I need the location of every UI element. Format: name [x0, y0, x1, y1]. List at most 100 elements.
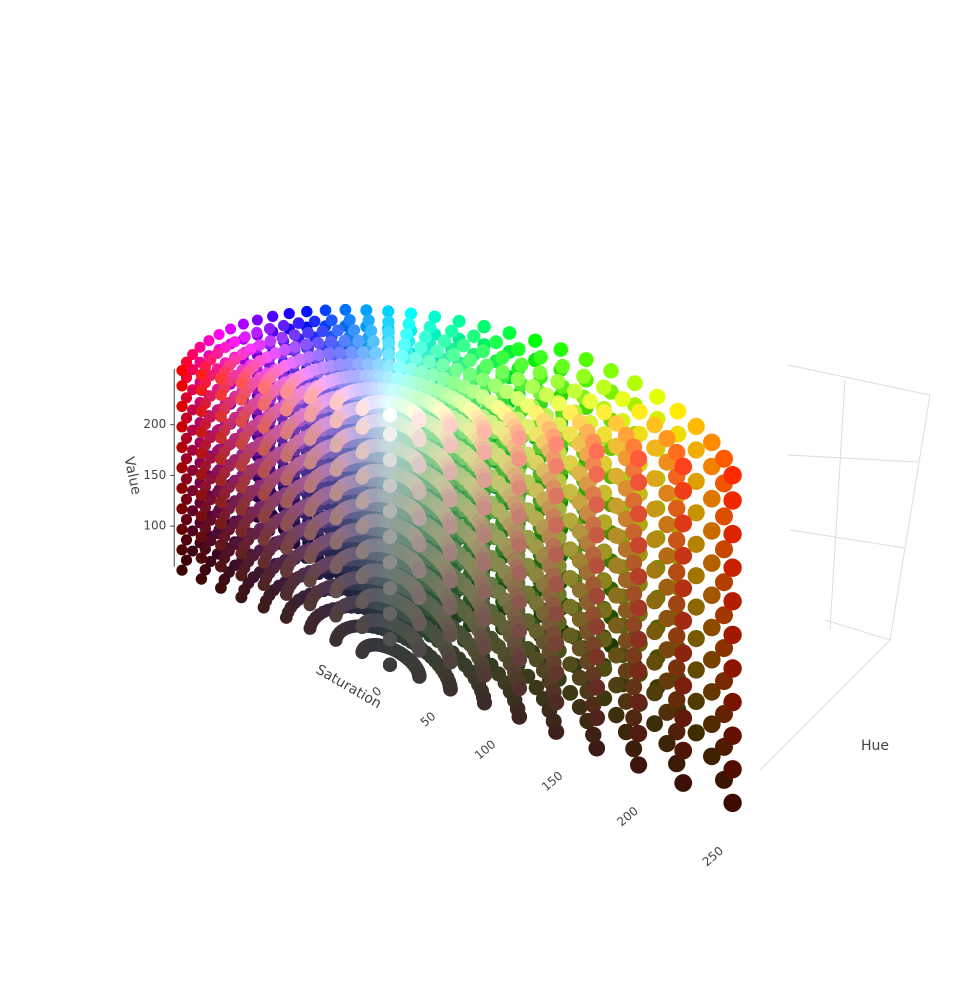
point — [215, 560, 227, 573]
point — [180, 432, 193, 444]
point — [409, 352, 423, 366]
point — [329, 560, 343, 575]
point — [280, 588, 293, 601]
point — [215, 432, 227, 444]
point — [404, 362, 418, 377]
point — [237, 318, 249, 330]
point — [548, 458, 565, 475]
point — [194, 341, 206, 353]
point — [425, 368, 440, 382]
point — [588, 739, 606, 757]
point — [382, 347, 396, 361]
point — [176, 380, 188, 392]
point — [176, 523, 188, 535]
point — [562, 426, 579, 443]
point — [668, 531, 686, 549]
point — [511, 623, 528, 639]
point — [548, 436, 565, 453]
x-tick-label: 150 — [539, 769, 566, 794]
point — [398, 338, 411, 352]
point — [467, 329, 481, 343]
point — [687, 661, 705, 679]
point — [257, 443, 270, 456]
point — [687, 472, 705, 490]
point — [215, 410, 227, 423]
point — [412, 485, 427, 500]
point — [235, 377, 248, 390]
point — [443, 654, 458, 670]
point — [538, 387, 555, 403]
point — [352, 357, 365, 371]
point — [367, 335, 380, 348]
point — [312, 349, 325, 362]
point — [668, 563, 686, 581]
point — [251, 326, 263, 339]
point — [608, 415, 625, 432]
point — [382, 359, 396, 373]
point — [588, 496, 606, 513]
point — [219, 341, 231, 353]
point — [550, 374, 566, 389]
point — [280, 496, 293, 509]
point — [257, 556, 270, 569]
point — [625, 616, 643, 634]
point — [369, 346, 383, 360]
point — [325, 314, 338, 327]
point — [674, 546, 693, 565]
point — [630, 450, 648, 468]
point — [187, 384, 199, 396]
point — [412, 413, 427, 428]
point — [383, 478, 397, 493]
point — [668, 723, 686, 741]
point — [215, 453, 227, 466]
point — [674, 457, 693, 476]
point — [195, 489, 208, 501]
point — [703, 715, 721, 733]
point — [608, 706, 625, 724]
point — [303, 551, 317, 564]
point — [382, 315, 395, 329]
point — [180, 473, 193, 485]
point — [355, 620, 370, 635]
point — [443, 627, 458, 643]
point — [195, 468, 208, 480]
point — [608, 647, 625, 664]
point — [303, 503, 317, 517]
point — [476, 472, 493, 488]
point — [723, 524, 742, 544]
point — [251, 314, 263, 326]
point — [476, 667, 493, 683]
point — [443, 573, 458, 589]
point — [617, 723, 635, 741]
point — [476, 556, 493, 572]
point — [578, 352, 594, 368]
point — [195, 426, 208, 438]
point — [329, 397, 343, 411]
point — [674, 644, 693, 663]
point — [668, 754, 686, 773]
point — [180, 534, 193, 546]
point — [280, 473, 293, 486]
point — [703, 489, 721, 508]
point — [257, 601, 270, 614]
point — [303, 621, 317, 635]
point — [180, 554, 193, 566]
point — [383, 632, 397, 647]
point — [551, 395, 567, 412]
x-tick-label: 250 — [700, 844, 727, 869]
point — [195, 405, 208, 418]
point — [646, 623, 663, 641]
point — [631, 425, 648, 443]
point — [703, 683, 721, 701]
point — [687, 535, 705, 553]
grid-box — [787, 364, 931, 641]
point — [263, 323, 276, 335]
point — [617, 662, 635, 680]
point — [235, 415, 248, 428]
point — [548, 723, 565, 740]
point — [199, 501, 211, 514]
point — [436, 371, 451, 386]
point — [548, 517, 565, 534]
point — [329, 609, 343, 623]
point — [412, 511, 427, 527]
